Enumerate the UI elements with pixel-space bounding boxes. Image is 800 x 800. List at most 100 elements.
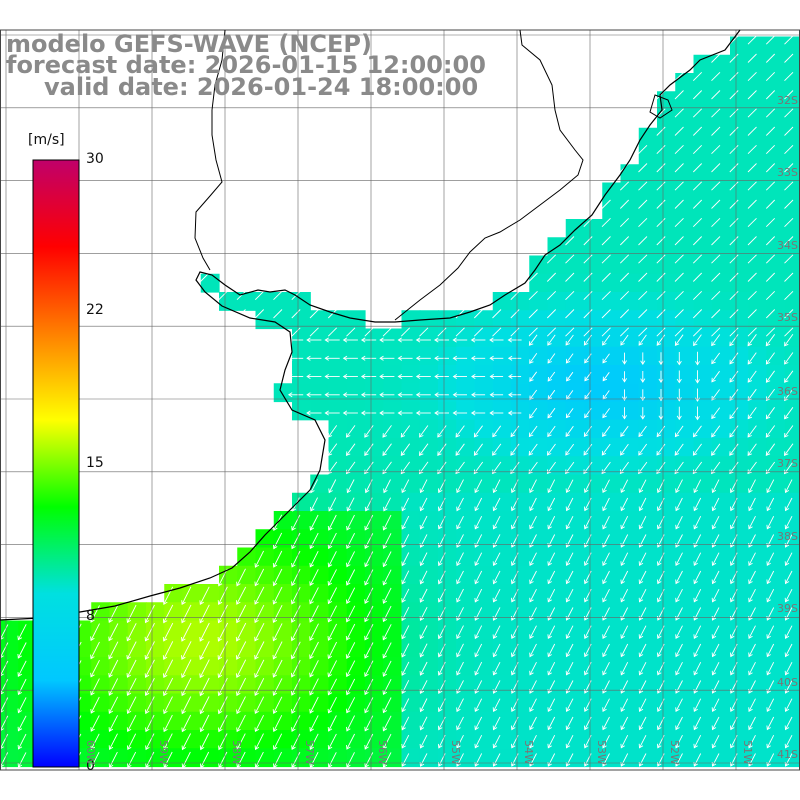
wind-arrow	[163, 696, 173, 715]
heatmap-cell	[127, 602, 147, 622]
wind-arrow	[765, 108, 776, 118]
heatmap-cell	[255, 730, 275, 749]
heatmap-cell	[784, 748, 800, 768]
wind-arrow	[711, 570, 720, 585]
heatmap-cell	[346, 401, 366, 421]
heatmap-cell	[365, 346, 384, 366]
wind-arrow	[602, 753, 610, 767]
wind-arrow	[489, 337, 504, 343]
heatmap-cell	[328, 675, 348, 695]
heatmap-cell	[675, 401, 695, 421]
wind-arrow	[784, 309, 794, 319]
heatmap-cell	[620, 383, 640, 403]
wind-arrow	[692, 126, 703, 136]
wind-arrow	[309, 550, 319, 568]
heatmap-cell	[511, 620, 530, 640]
heatmap-cell	[492, 346, 512, 366]
heatmap-cell	[401, 438, 421, 457]
wind-arrow	[290, 605, 301, 623]
wind-arrow	[711, 90, 721, 100]
wind-arrow	[181, 586, 192, 605]
wind-arrow	[748, 661, 756, 676]
heatmap-cell	[766, 657, 786, 676]
wind-arrow	[711, 309, 721, 319]
heatmap-cell	[419, 365, 439, 384]
heatmap-cell	[784, 401, 800, 421]
wind-arrow	[547, 425, 556, 438]
heatmap-cell	[127, 657, 147, 676]
heatmap-cell	[127, 638, 147, 658]
wind-arrow	[656, 327, 666, 337]
wind-arrow	[692, 327, 703, 337]
heatmap-cell	[565, 292, 585, 311]
heatmap-cell	[638, 620, 658, 640]
heatmap-cell	[438, 511, 457, 530]
wind-arrow	[272, 696, 283, 714]
wind-arrow	[638, 643, 647, 658]
heatmap-cell	[109, 638, 129, 658]
heatmap-cell	[219, 693, 238, 713]
wind-arrow	[547, 753, 556, 767]
wind-arrow	[492, 643, 501, 658]
wind-arrow	[695, 351, 700, 366]
wind-arrow	[620, 334, 629, 346]
wind-arrow	[401, 570, 410, 585]
wind-arrow	[17, 678, 27, 696]
heatmap-cell	[602, 182, 622, 202]
heatmap-cell	[328, 328, 348, 348]
wind-arrow	[602, 334, 611, 346]
wind-arrow	[622, 371, 627, 383]
lat-label: 33S	[777, 166, 798, 179]
wind-arrow	[693, 334, 702, 347]
wind-arrow	[126, 623, 137, 642]
heatmap-cell	[565, 565, 585, 585]
heatmap-cell	[711, 675, 731, 695]
wind-arrow	[638, 236, 648, 246]
heatmap-cell	[584, 346, 603, 366]
wind-arrow	[784, 163, 794, 173]
heatmap-cell	[748, 365, 768, 384]
wind-arrow	[638, 698, 647, 713]
wind-arrow	[456, 734, 464, 749]
wind-arrow	[327, 678, 337, 696]
heatmap-cell	[711, 54, 731, 74]
wind-arrow	[601, 327, 611, 337]
wind-arrow	[401, 497, 410, 512]
wind-arrow	[638, 497, 647, 512]
heatmap-cell	[401, 474, 421, 494]
heatmap-cell	[584, 438, 603, 457]
heatmap-cell	[620, 711, 640, 731]
heatmap-cell	[474, 584, 494, 603]
heatmap-cell	[602, 675, 622, 695]
heatmap-cell	[748, 383, 768, 403]
wind-arrow	[765, 254, 776, 264]
wind-arrow	[565, 643, 574, 658]
wind-arrow	[217, 677, 228, 697]
wind-arrow	[309, 605, 319, 623]
wind-arrow	[291, 327, 301, 337]
heatmap-cell	[91, 602, 111, 622]
heatmap-cell	[200, 711, 220, 731]
wind-arrow	[747, 425, 757, 438]
heatmap-cell	[730, 127, 749, 147]
heatmap-cell	[547, 657, 567, 676]
wind-arrow	[382, 533, 392, 549]
heatmap-cell	[784, 292, 800, 311]
heatmap-cell	[784, 127, 800, 147]
wind-arrow	[711, 272, 721, 282]
heatmap-cell	[529, 492, 549, 512]
heatmap-cell	[565, 730, 585, 749]
heatmap-cell	[310, 693, 330, 713]
wind-arrow	[254, 659, 265, 678]
heatmap-cell	[365, 584, 384, 603]
wind-speed-heatmap	[0, 36, 800, 768]
heatmap-cell	[529, 657, 549, 676]
wind-arrow	[765, 53, 776, 63]
wind-arrow	[711, 71, 721, 82]
wind-arrow	[675, 661, 683, 676]
wind-arrow	[163, 751, 173, 769]
heatmap-cell	[365, 657, 384, 676]
wind-arrow	[290, 586, 301, 605]
heatmap-cell	[419, 456, 439, 476]
heatmap-cell	[146, 638, 165, 658]
